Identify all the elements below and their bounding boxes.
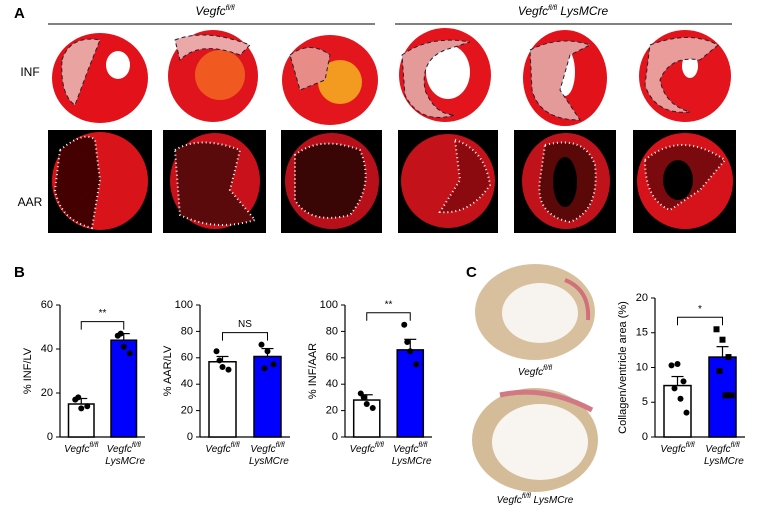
significance-label: * — [698, 304, 702, 315]
y-tick-label: 100 — [175, 299, 193, 311]
data-point — [725, 354, 732, 361]
y-tick-label: 60 — [41, 299, 53, 311]
panel-label: B — [14, 264, 25, 281]
data-point — [216, 357, 223, 364]
data-point — [126, 350, 133, 357]
y-axis-label: % AAR/LV — [162, 345, 174, 396]
data-point — [716, 367, 723, 374]
data-point — [270, 361, 277, 368]
x-tick-label: Vegfcfl/fl LysMCre — [102, 442, 145, 467]
data-point — [728, 392, 735, 399]
x-tick-label: Vegfcfl/fl LysMCre — [701, 442, 744, 467]
y-tick-label: 0 — [187, 431, 193, 443]
data-point — [677, 395, 684, 402]
panel-label: C — [466, 264, 477, 281]
data-point — [360, 394, 367, 401]
significance-bracket — [80, 321, 125, 330]
data-point — [225, 366, 232, 373]
panel-label: A — [14, 5, 25, 22]
significance-label: ** — [99, 308, 107, 319]
data-point — [261, 365, 268, 372]
data-point — [668, 362, 675, 369]
data-point — [213, 348, 220, 355]
y-tick-label: 60 — [326, 352, 338, 364]
y-tick-label: 40 — [181, 378, 193, 390]
image-caption: Vegfcfl/fl LysMCre — [497, 493, 574, 506]
y-tick-label: 20 — [636, 292, 648, 304]
data-point — [719, 336, 726, 343]
significance-label: NS — [238, 319, 252, 330]
significance-label: ** — [385, 299, 393, 310]
collagen-images — [472, 264, 598, 492]
data-point — [369, 404, 376, 411]
significance-bracket — [222, 332, 268, 341]
x-tick-label: Vegfcfl/fl — [205, 442, 240, 455]
y-tick-label: 40 — [41, 343, 53, 355]
y-axis-label: % INF/LV — [22, 347, 34, 394]
image-caption: Vegfcfl/fl — [518, 365, 553, 378]
row-label: INF — [20, 65, 39, 79]
y-axis-label: % INF/AAR — [307, 343, 319, 399]
data-point — [671, 385, 678, 392]
bar — [208, 361, 237, 438]
data-point — [363, 401, 370, 407]
bar — [110, 339, 138, 438]
data-point — [219, 364, 226, 371]
y-tick-label: 100 — [320, 299, 338, 311]
y-tick-label: 20 — [181, 405, 193, 417]
data-point — [683, 409, 690, 416]
aar-images — [48, 130, 736, 233]
y-tick-label: 20 — [326, 405, 338, 417]
y-tick-label: 0 — [642, 431, 648, 443]
y-tick-label: 5 — [642, 396, 648, 408]
y-tick-label: 80 — [181, 325, 193, 337]
inf-images — [52, 28, 731, 126]
group-header: Vegfcfl/fl LysMCre — [518, 4, 609, 18]
x-tick-label: Vegfcfl/fl — [660, 442, 695, 455]
y-tick-label: 20 — [41, 387, 53, 399]
data-point — [258, 341, 265, 348]
data-point — [407, 348, 414, 355]
group-header: Vegfcfl/fl — [195, 4, 235, 18]
y-tick-label: 80 — [326, 325, 338, 337]
data-point — [413, 361, 420, 368]
bar — [253, 355, 282, 438]
y-tick-label: 40 — [326, 378, 338, 390]
row-label: AAR — [18, 195, 43, 209]
data-point — [117, 330, 124, 337]
significance-bracket — [677, 316, 723, 326]
y-tick-label: 0 — [332, 431, 338, 443]
x-tick-label: Vegfcfl/fl — [64, 442, 99, 455]
x-tick-label: Vegfcfl/fl LysMCre — [389, 442, 432, 467]
y-axis-label: Collagen/ventricle area (%) — [617, 301, 629, 434]
data-point — [722, 392, 729, 399]
y-tick-label: 0 — [47, 431, 53, 443]
bar — [396, 349, 425, 438]
data-point — [78, 405, 85, 412]
data-point — [264, 348, 271, 355]
y-tick-label: 10 — [636, 361, 648, 373]
y-tick-label: 60 — [181, 352, 193, 364]
data-point — [120, 343, 127, 350]
data-point — [75, 394, 82, 401]
data-point — [401, 321, 408, 328]
x-tick-label: Vegfcfl/fl LysMCre — [246, 442, 289, 467]
y-tick-label: 15 — [636, 327, 648, 339]
data-point — [680, 378, 687, 385]
significance-bracket — [366, 312, 411, 321]
data-point — [713, 326, 720, 333]
data-point — [404, 338, 411, 345]
data-point — [674, 361, 681, 368]
data-point — [84, 403, 91, 410]
x-tick-label: Vegfcfl/fl — [350, 442, 385, 455]
